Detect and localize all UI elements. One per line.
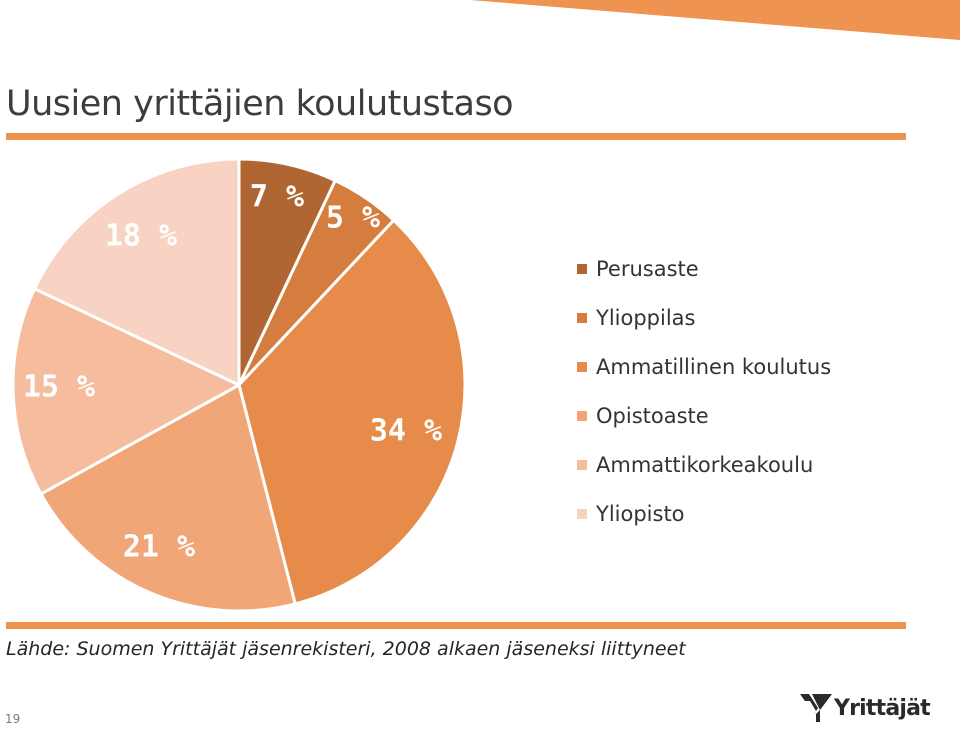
footer-rule — [6, 622, 906, 629]
source-note: Lähde: Suomen Yrittäjät jäsenrekisteri, … — [6, 638, 686, 660]
legend-item-opistoaste: Opistoaste — [577, 391, 831, 440]
legend-item-ammatillinen-koulutus: Ammatillinen koulutus — [577, 342, 831, 391]
header-accent-band — [470, 0, 960, 40]
page-title: Uusien yrittäjien koulutustaso — [6, 84, 514, 124]
legend-item-yliopisto: Yliopisto — [577, 489, 831, 538]
data-label-ylioppilas: 5 % — [326, 201, 380, 236]
legend-swatch — [577, 361, 587, 372]
pie-slice-opistoaste — [39, 383, 297, 613]
legend-label: Ylioppilas — [596, 305, 696, 330]
pie-slice-ammattikorkeakoulu — [11, 287, 241, 496]
logo-text: Yrittäjät — [834, 695, 931, 721]
data-label-ammattikorkeakoulu: 15 % — [23, 370, 95, 405]
legend-item-ylioppilas: Ylioppilas — [577, 293, 831, 342]
legend-label: Perusaste — [596, 256, 699, 281]
legend-label: Ammattikorkeakoulu — [596, 452, 814, 477]
legend-label: Opistoaste — [596, 403, 709, 428]
legend-label: Yliopisto — [596, 501, 685, 526]
legend-swatch — [577, 263, 587, 274]
legend-swatch — [577, 410, 587, 421]
data-label-ammatillinen-koulutus: 34 % — [370, 414, 442, 449]
data-label-opistoaste: 21 % — [123, 530, 195, 565]
legend-item-ammattikorkeakoulu: Ammattikorkeakoulu — [577, 440, 831, 489]
title-underline — [6, 133, 906, 140]
yrittajat-logo: Yrittäjät — [800, 694, 931, 722]
data-label-perusaste: 7 % — [250, 180, 304, 215]
legend-swatch — [577, 508, 587, 519]
legend-item-perusaste: Perusaste — [577, 244, 831, 293]
pie-chart: 7 % 5 % 34 % 21 % 15 % 18 % — [11, 157, 467, 613]
legend-swatch — [577, 312, 587, 323]
logo-mark-icon — [800, 694, 832, 722]
data-label-yliopisto: 18 % — [105, 219, 177, 254]
pie-slice-ammatillinen-koulutus — [237, 218, 467, 606]
legend-label: Ammatillinen koulutus — [596, 354, 832, 379]
pie-slice-yliopisto — [33, 157, 241, 387]
chart-legend: Perusaste Ylioppilas Ammatillinen koulutus… — [577, 244, 831, 538]
page-number: 19 — [5, 712, 21, 726]
legend-swatch — [577, 459, 587, 470]
